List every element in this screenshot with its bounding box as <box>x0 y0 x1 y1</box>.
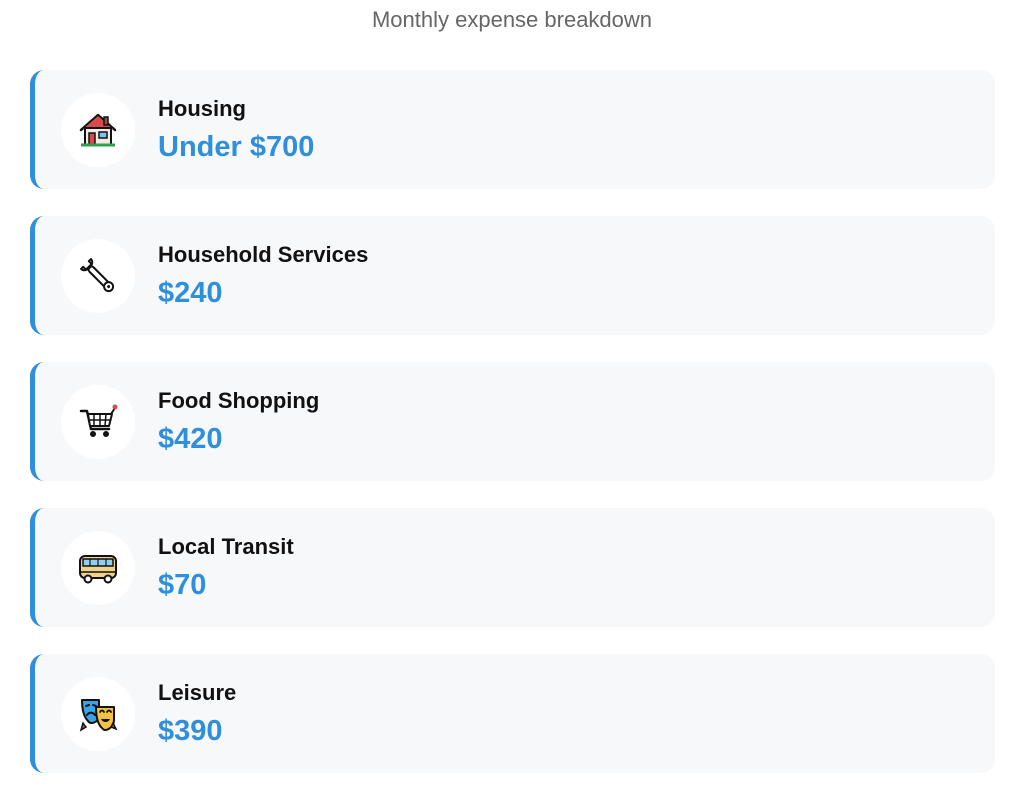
expense-card-food-shopping: Food Shopping $420 <box>30 362 995 481</box>
expense-label: Local Transit <box>158 534 294 559</box>
expense-amount: $390 <box>158 715 223 747</box>
bus-icon <box>61 531 135 605</box>
expense-amount: $240 <box>158 277 223 309</box>
shopping-cart-icon <box>61 385 135 459</box>
expense-list: Housing Under $700 Household Services $2… <box>30 70 995 800</box>
expense-card-household-services: Household Services $240 <box>30 216 995 335</box>
theater-masks-icon <box>61 677 135 751</box>
page-subtitle: Monthly expense breakdown <box>371 7 653 32</box>
wrench-icon <box>61 239 135 313</box>
expense-amount: Under $700 <box>158 131 315 163</box>
expense-card-housing: Housing Under $700 <box>30 70 995 189</box>
expense-amount: $70 <box>158 569 207 601</box>
expense-label: Housing <box>158 96 246 121</box>
expense-label: Food Shopping <box>158 388 320 413</box>
expense-amount: $420 <box>158 423 223 455</box>
expense-card-leisure: Leisure $390 <box>30 654 995 773</box>
expense-label: Leisure <box>158 680 237 705</box>
house-icon <box>61 93 135 167</box>
expense-card-local-transit: Local Transit $70 <box>30 508 995 627</box>
expense-label: Household Services <box>158 242 369 267</box>
